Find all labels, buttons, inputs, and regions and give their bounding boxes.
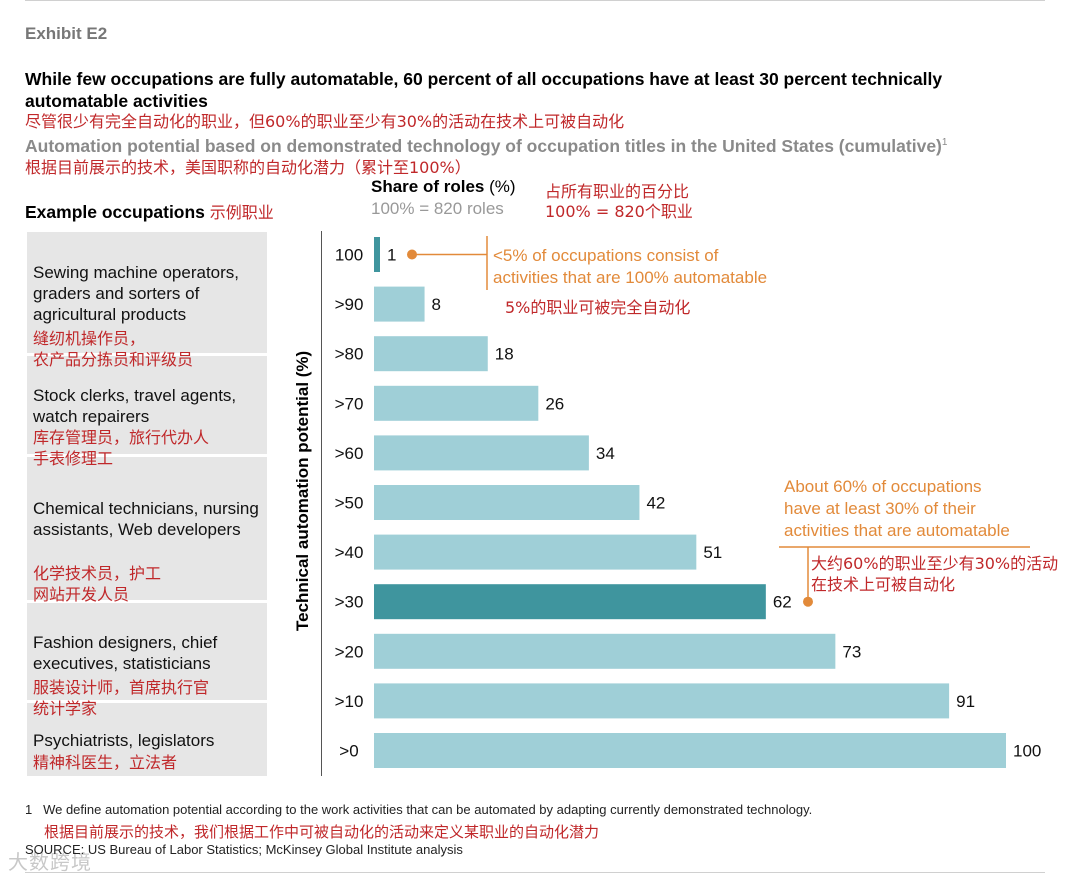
bar [374, 485, 640, 520]
bar [374, 534, 697, 570]
data-label: 100 [1013, 742, 1041, 761]
y-axis-line [321, 231, 322, 776]
tick-label: >60 [335, 444, 364, 463]
occupation-cn: 化学技术员，护工 网站开发人员 [33, 564, 162, 604]
tick-label: >20 [335, 642, 364, 661]
occupation-box [27, 232, 267, 353]
footnote-number: 1 [25, 802, 33, 817]
data-label: 1 [387, 246, 396, 265]
share-header-unit: (%) [489, 177, 516, 196]
footnote-text: We define automation potential according… [43, 802, 813, 817]
tick-label: >70 [335, 394, 364, 413]
data-label: 34 [596, 444, 615, 463]
tick-label: >40 [335, 543, 364, 562]
annotation-mid-cn: 大约60%的职业至少有30%的活动 在技术上可被自动化 [811, 554, 1059, 594]
chart-title-cn: 尽管很少有完全自动化的职业，但60%的职业至少有30%的活动在技术上可被自动化 [25, 112, 625, 131]
bar [374, 286, 425, 322]
example-header-cn: 示例职业 [209, 203, 274, 222]
tick-label: >0 [339, 742, 358, 761]
occupation-en: Fashion designers, chief executives, sta… [33, 633, 218, 673]
data-label: 51 [703, 543, 722, 562]
footnote: 1 We define automation potential accordi… [25, 802, 812, 817]
data-label: 62 [773, 593, 792, 612]
annotation-top-cn: 5%的职业可被完全自动化 [505, 298, 691, 317]
chart-subtitle-cn: 根据目前展示的技术，美国职称的自动化潜力（累计至100%） [25, 158, 471, 177]
bar [374, 237, 380, 272]
data-label: 8 [432, 295, 441, 314]
bar [374, 733, 1006, 768]
bar [374, 385, 539, 421]
share-subheader-cn: 100% = 820个职业 [545, 202, 693, 221]
tick-label: 100 [335, 246, 363, 265]
data-label: 26 [545, 394, 564, 413]
occupation-box [27, 603, 267, 700]
chart-title: While few occupations are fully automata… [25, 69, 943, 111]
chart-subtitle: Automation potential based on demonstrat… [25, 136, 947, 157]
share-subheader: 100% = 820 roles [371, 199, 504, 218]
bottom-rule [25, 872, 1045, 873]
exhibit-label: Exhibit E2 [25, 24, 108, 43]
data-label: 73 [842, 642, 861, 661]
occupation-en: Sewing machine operators, graders and so… [33, 263, 240, 324]
data-label: 18 [495, 345, 514, 364]
occupation-en: Chemical technicians, nursing assistants… [33, 499, 259, 539]
tick-label: >10 [335, 692, 364, 711]
example-header-en: Example occupations [25, 202, 205, 222]
bar [374, 435, 589, 471]
footnote-cn: 根据目前展示的技术，我们根据工作中可被自动化的活动来定义某职业的自动化潜力 [44, 823, 600, 841]
occupation-box [27, 356, 267, 454]
data-label: 42 [646, 494, 665, 513]
annotation-mid: About 60% of occupations have at least 3… [784, 477, 1010, 540]
tick-label: >90 [335, 295, 364, 314]
share-header-label: Share of roles [371, 177, 485, 196]
share-header: Share of roles (%) [371, 177, 516, 197]
occupation-box [27, 457, 267, 600]
occupation-cn: 缝纫机操作员， 农产品分拣员和评级员 [33, 329, 194, 369]
annotation-top: <5% of occupations consist of activities… [493, 246, 768, 287]
tick-label: >80 [335, 345, 364, 364]
bar [374, 683, 950, 719]
watermark: 大数跨境 [8, 852, 92, 874]
occupation-cn: 库存管理员，旅行代办人 手表修理工 [33, 428, 210, 468]
data-label: 91 [956, 692, 975, 711]
tick-label: >30 [335, 593, 364, 612]
footnote-marker: 1 [941, 137, 948, 149]
bar [374, 584, 766, 620]
occupation-en: Psychiatrists, legislators [33, 731, 215, 750]
top-rule [25, 0, 1045, 1]
example-occupations-header: Example occupations 示例职业 [25, 199, 274, 223]
share-header-cn: 占所有职业的百分比 [545, 182, 690, 201]
tick-label: >50 [335, 494, 364, 513]
occupation-box [27, 703, 267, 776]
source-note: SOURCE: US Bureau of Labor Statistics; M… [25, 842, 463, 857]
subtitle-text: Automation potential based on demonstrat… [25, 136, 942, 156]
bar [374, 336, 488, 372]
occupation-en: Stock clerks, travel agents, watch repai… [33, 386, 237, 426]
occupation-cn: 精神科医生，立法者 [33, 753, 178, 772]
occupation-cn: 服装设计师，首席执行官 统计学家 [33, 678, 210, 718]
bar [374, 633, 836, 669]
